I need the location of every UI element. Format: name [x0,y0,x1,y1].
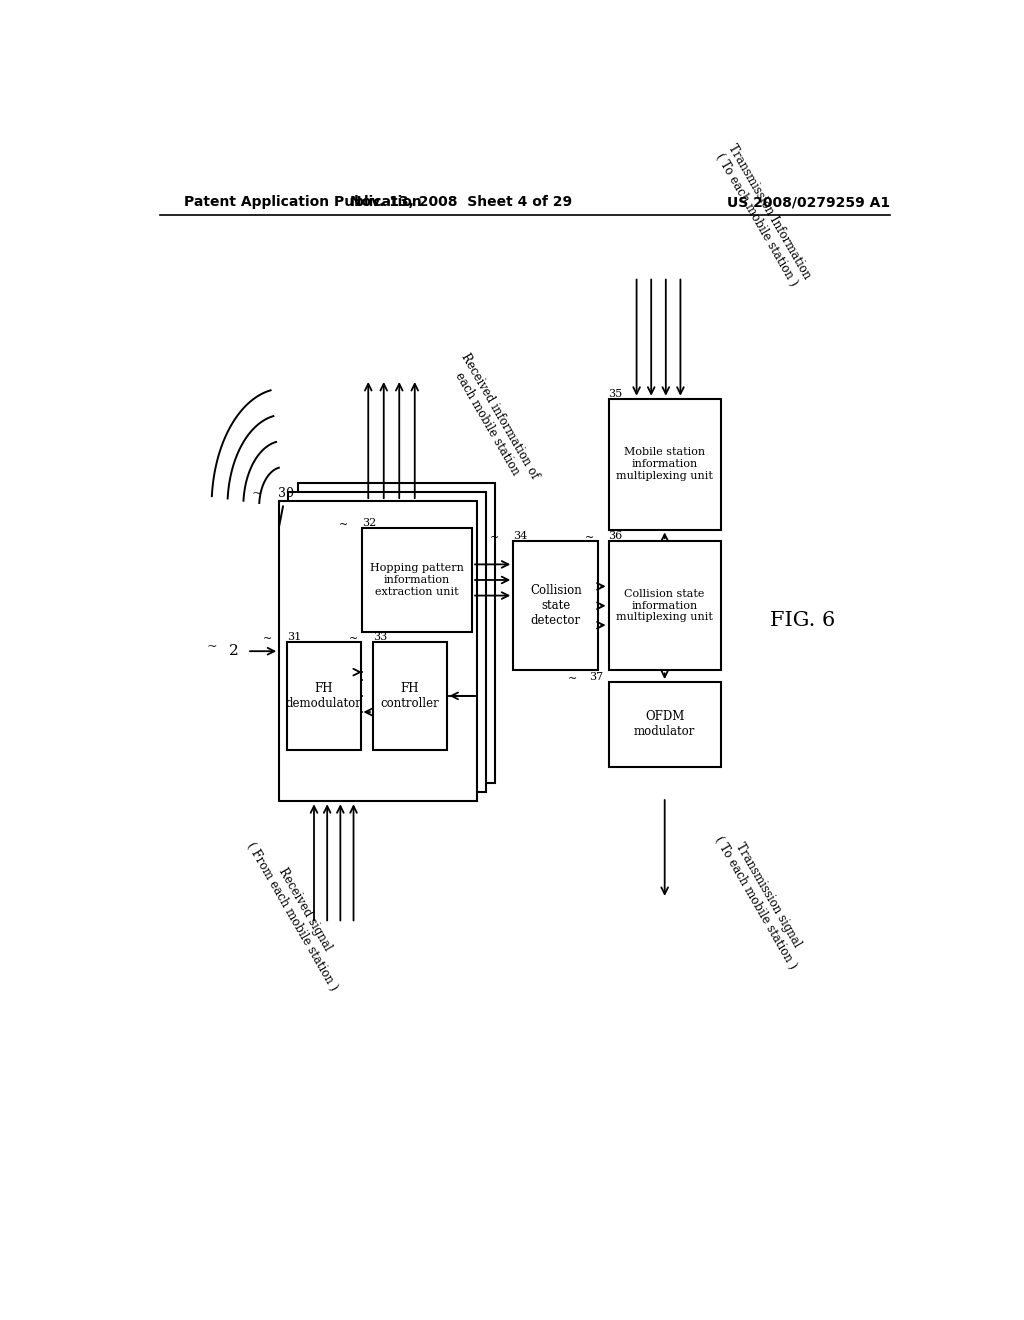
Text: 35: 35 [608,388,623,399]
Text: FH
demodulator: FH demodulator [286,682,361,710]
Text: Received information of
each mobile station: Received information of each mobile stat… [445,351,542,488]
Text: Collision state
information
multiplexing unit: Collision state information multiplexing… [616,589,713,622]
Bar [287,642,360,750]
Text: US 2008/0279259 A1: US 2008/0279259 A1 [727,195,890,209]
Text: Received signal
( From each mobile station ): Received signal ( From each mobile stati… [244,833,353,993]
Text: ~: ~ [251,487,262,500]
Bar [608,399,721,529]
Bar [373,642,446,750]
Text: OFDM
modulator: OFDM modulator [634,710,695,738]
Text: ~: ~ [489,533,499,543]
Text: Mobile station
information
multiplexing unit: Mobile station information multiplexing … [616,447,713,480]
Text: 2: 2 [228,644,239,659]
Bar [608,682,721,767]
Text: FIG. 6: FIG. 6 [770,611,835,630]
Bar [513,541,598,671]
Text: 32: 32 [362,517,376,528]
Text: ~: ~ [567,675,577,684]
Text: 37: 37 [589,672,603,682]
Bar [608,541,721,671]
Text: Patent Application Publication: Patent Application Publication [183,195,421,209]
Bar [298,483,496,783]
Text: Hopping pattern
information
extraction unit: Hopping pattern information extraction u… [370,564,464,597]
Text: ~: ~ [263,634,272,644]
Bar [362,528,472,632]
Text: Transmission Information
( To each mobile station ): Transmission Information ( To each mobil… [713,143,813,289]
Text: 31: 31 [287,632,301,642]
Text: Nov. 13, 2008  Sheet 4 of 29: Nov. 13, 2008 Sheet 4 of 29 [350,195,572,209]
Text: ~: ~ [349,634,358,644]
Text: ~: ~ [585,533,594,543]
Bar [280,502,477,801]
Text: Collision
state
detector: Collision state detector [530,585,582,627]
Text: 36: 36 [608,531,623,541]
Text: 30: 30 [278,487,294,500]
Text: 33: 33 [373,632,387,642]
Text: 34: 34 [513,531,527,541]
Text: ~: ~ [207,640,217,652]
Text: Transmission signal
( To each mobile station ): Transmission signal ( To each mobile sta… [713,826,812,972]
Text: ~: ~ [339,520,348,531]
Text: FH
controller: FH controller [380,682,439,710]
Bar [289,492,486,792]
